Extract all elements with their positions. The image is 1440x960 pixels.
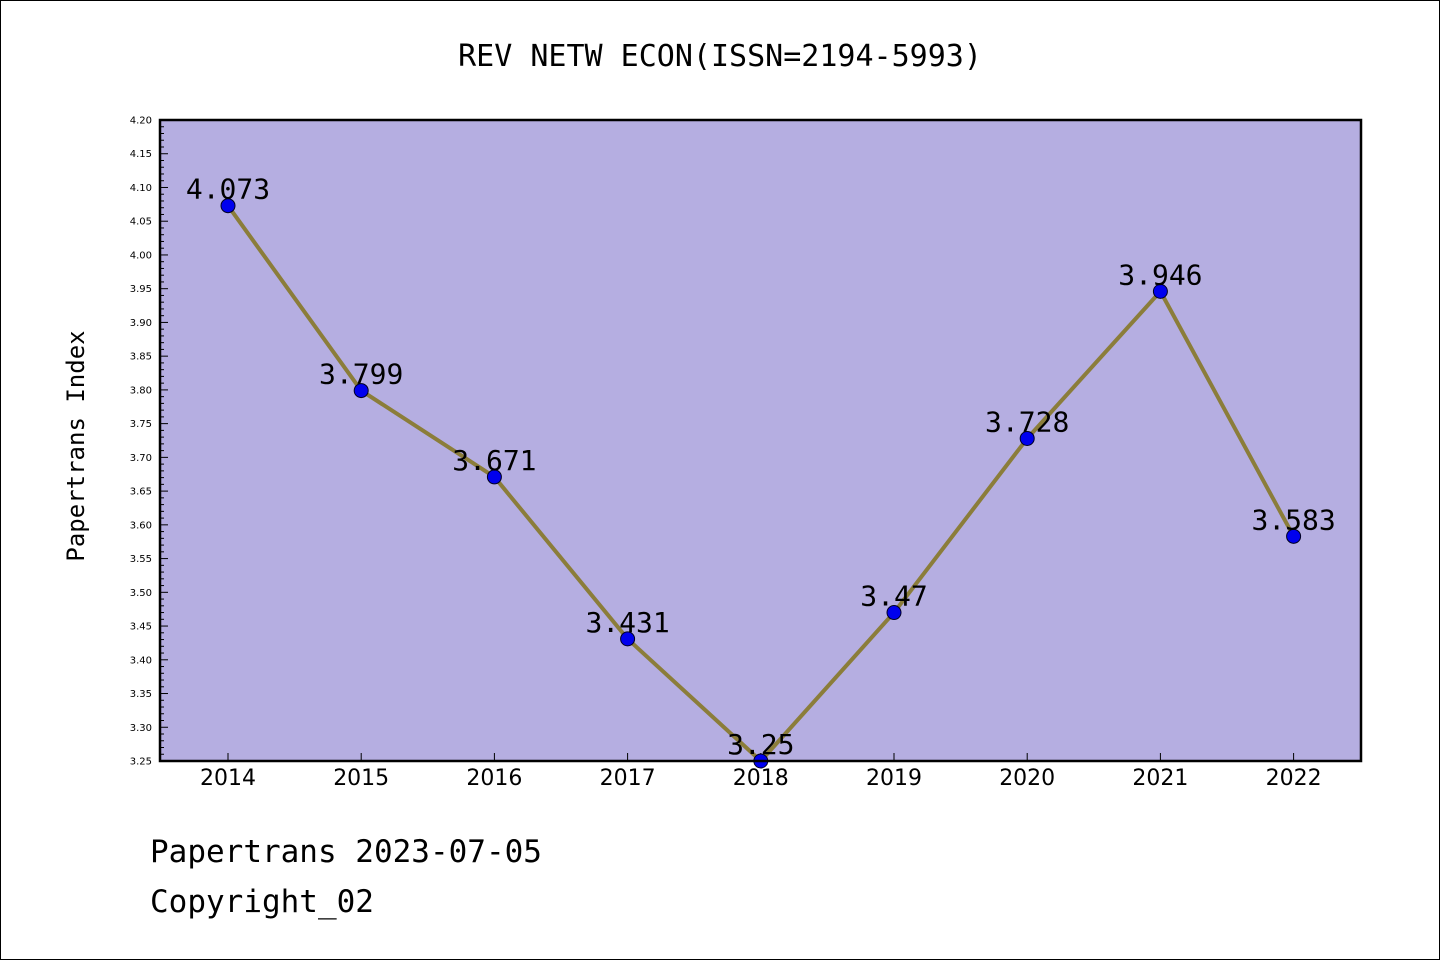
y-tick-label: 3.70 (130, 453, 152, 464)
y-tick-label: 3.55 (130, 554, 152, 565)
data-label: 3.946 (1118, 258, 1202, 291)
data-point (886, 605, 902, 621)
x-tick-label: 2021 (1132, 766, 1188, 791)
x-tick-label: 2018 (733, 766, 789, 791)
y-tick-label: 3.50 (130, 588, 152, 599)
y-tick-label: 3.30 (130, 723, 152, 734)
footer-copyright: Copyright_02 (150, 884, 374, 920)
data-label: 3.728 (985, 405, 1069, 438)
chart-title: REV NETW ECON(ISSN=2194-5993) (458, 39, 982, 74)
data-label: 3.583 (1251, 503, 1335, 536)
data-label: 3.431 (585, 606, 669, 639)
data-point (1152, 283, 1168, 299)
y-tick-label: 3.40 (130, 655, 152, 666)
data-label: 4.073 (186, 173, 270, 206)
y-tick-label: 3.95 (130, 284, 152, 295)
y-tick-label: 4.20 (130, 116, 152, 127)
plot-area (160, 120, 1361, 761)
y-tick-label: 3.85 (130, 352, 152, 363)
x-tick-label: 2016 (466, 766, 522, 791)
y-tick-label: 3.60 (130, 520, 152, 531)
y-tick-label: 3.45 (130, 622, 152, 633)
x-tick-label: 2014 (200, 766, 256, 791)
y-tick-label: 3.65 (130, 487, 152, 498)
x-tick-label: 2017 (600, 766, 656, 791)
y-axis-label: Papertrans Index (62, 330, 90, 561)
data-point (220, 198, 236, 214)
plot-border (158, 118, 1363, 763)
data-label: 3.799 (319, 358, 403, 391)
y-tick-label: 3.75 (130, 419, 152, 430)
data-point (353, 383, 369, 399)
data-labels: 4.073 3.799 3.671 3.431 3.25 3.47 3.728 3.946 3.… (186, 173, 1336, 761)
data-point (1019, 430, 1035, 446)
x-axis: 2014 2015 2016 2017 2018 2019 2020 2021 2022 (200, 753, 1322, 791)
footer-date: Papertrans 2023-07-05 (150, 834, 542, 870)
y-tick-label: 3.90 (130, 318, 152, 329)
x-tick-label: 2022 (1266, 766, 1322, 791)
x-tick-label: 2019 (866, 766, 922, 791)
y-tick-label: 4.10 (130, 183, 152, 194)
y-tick-label: 4.05 (130, 217, 152, 228)
data-label: 3.25 (727, 728, 794, 761)
data-label: 3.671 (452, 444, 536, 477)
x-tick-label: 2015 (333, 766, 389, 791)
y-tick-label: 4.00 (130, 250, 152, 261)
y-tick-label: 4.15 (130, 149, 152, 160)
y-tick-label: 3.80 (130, 385, 152, 396)
x-tick-label: 2020 (999, 766, 1055, 791)
data-point (486, 469, 502, 485)
y-tick-label: 3.25 (130, 757, 152, 768)
data-label: 3.47 (860, 580, 927, 613)
data-point (1286, 528, 1302, 544)
y-tick-label: 3.35 (130, 689, 152, 700)
data-point (620, 631, 636, 647)
